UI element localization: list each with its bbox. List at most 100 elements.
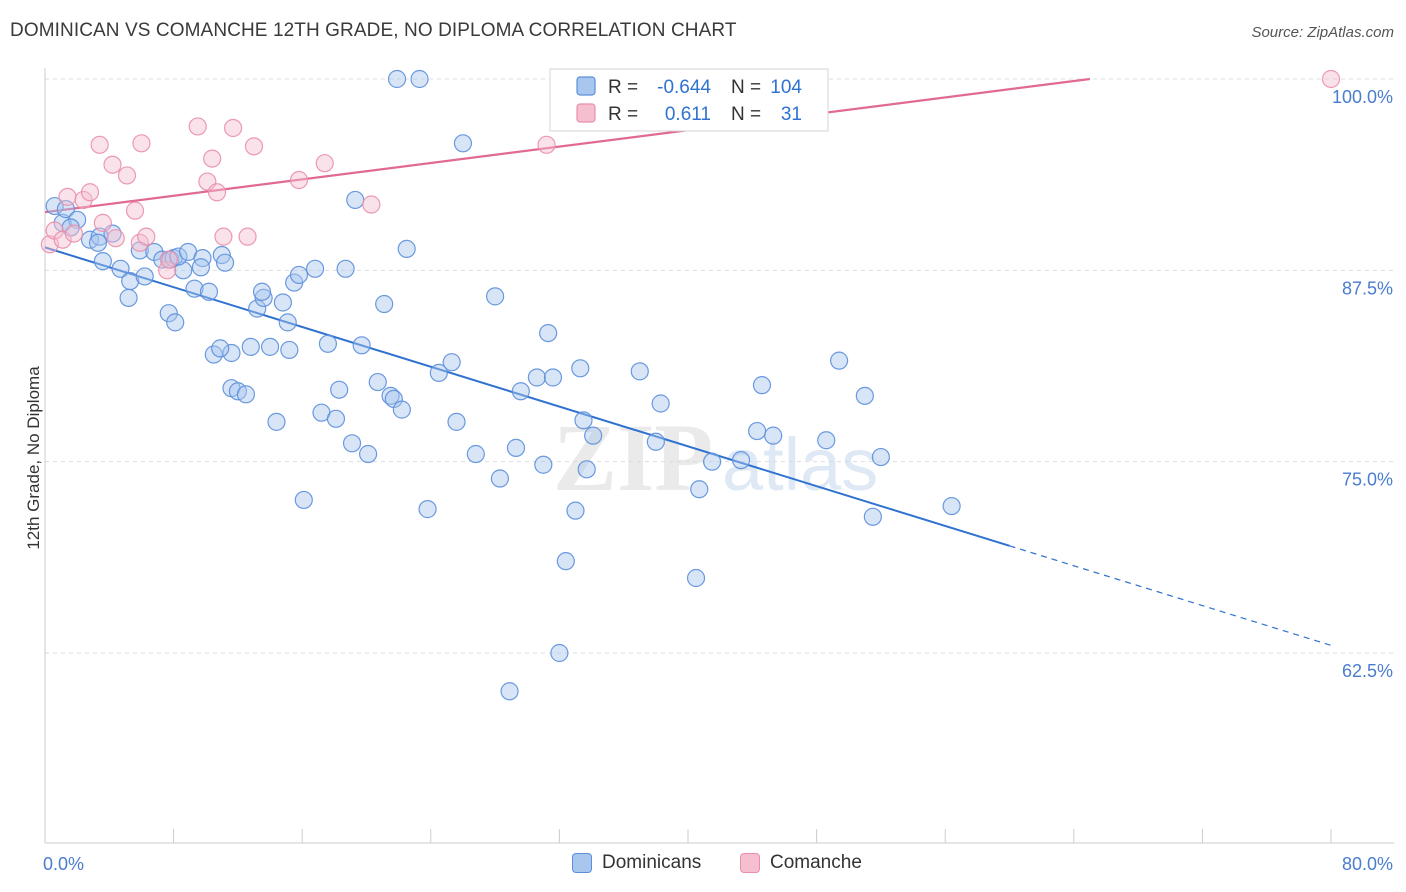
y-axis-label: 12th Grade, No Diploma (24, 366, 43, 550)
point-comanche-27 (362, 195, 381, 214)
point-comanche-28 (537, 135, 556, 154)
point-comanche-4 (64, 224, 84, 243)
point-dominicans-80 (556, 552, 575, 571)
point-dominicans-55 (352, 336, 371, 355)
point-dominicans-40 (260, 337, 280, 356)
point-dominicans-84 (577, 460, 596, 479)
point-dominicans-32 (211, 339, 230, 358)
point-dominicans-66 (429, 363, 448, 382)
point-dominicans-96 (817, 431, 836, 450)
point-dominicans-57 (368, 372, 387, 392)
point-dominicans-70 (466, 444, 485, 464)
legend-r-value-2: 0.611 (665, 104, 711, 125)
point-dominicans-39 (252, 282, 272, 301)
point-dominicans-20 (166, 313, 185, 332)
point-dominicans-68 (447, 412, 466, 431)
y-tick-labels: 62.5% 75.0% 87.5% 100.0% (1332, 87, 1393, 681)
point-dominicans-73 (506, 438, 526, 457)
point-comanche-10 (106, 229, 125, 248)
point-dominicans-59 (381, 386, 400, 405)
point-dominicans-12 (119, 288, 138, 307)
point-comanche-8 (90, 135, 109, 154)
legend-n-value-1: 104 (770, 77, 802, 98)
point-dominicans-26 (191, 258, 211, 277)
x-tick-labels: 0.0% 80.0% (43, 854, 1393, 874)
point-dominicans-71 (486, 287, 505, 306)
point-dominicans-30 (215, 253, 235, 272)
point-dominicans-76 (534, 455, 553, 474)
point-dominicans-63 (397, 239, 416, 259)
point-dominicans-65 (418, 500, 437, 519)
point-dominicans-43 (280, 340, 299, 360)
point-dominicans-95 (764, 426, 783, 445)
chart-title: DOMINICAN VS COMANCHE 12TH GRADE, NO DIP… (10, 20, 737, 41)
point-dominicans-64 (410, 69, 429, 89)
point-comanche-23 (238, 227, 257, 246)
point-dominicans-50 (326, 409, 346, 428)
point-comanche-25 (289, 170, 309, 190)
axes (44, 68, 1394, 844)
point-dominicans-45 (289, 265, 309, 285)
point-dominicans-94 (752, 376, 772, 395)
legend-item-comanche: Comanche (740, 852, 862, 874)
point-comanche-24 (244, 137, 264, 156)
point-dominicans-92 (731, 451, 751, 470)
point-comanche-20 (207, 183, 227, 202)
point-comanche-11 (117, 166, 137, 185)
point-dominicans-99 (863, 507, 882, 526)
legend-box: R = -0.644 N = 104 R = 0.611 N = 31 (549, 68, 829, 132)
bottom-legend: Dominicans Comanche (0, 852, 1406, 878)
point-dominicans-56 (359, 444, 378, 464)
source-label: Source: ZipAtlas.com (1251, 24, 1394, 41)
point-dominicans-58 (375, 294, 394, 314)
point-comanche-16 (159, 250, 178, 269)
point-dominicans-36 (241, 337, 260, 356)
point-dominicans-100 (871, 447, 891, 467)
point-dominicans-75 (527, 368, 546, 387)
point-dominicans-67 (442, 353, 461, 372)
point-dominicans-82 (571, 359, 590, 378)
point-dominicans-10 (111, 259, 130, 278)
watermark-zip: ZIP (553, 404, 713, 511)
point-comanche-22 (223, 118, 243, 138)
legend-r-label-2: R = (608, 104, 638, 125)
point-comanche-6 (80, 183, 100, 202)
point-dominicans-87 (646, 432, 665, 451)
point-comanche-14 (137, 227, 156, 246)
point-dominicans-9 (93, 252, 112, 271)
point-dominicans-102 (500, 682, 519, 701)
point-comanche-12 (125, 201, 145, 220)
point-dominicans-17 (159, 304, 178, 323)
point-dominicans-24 (185, 279, 204, 298)
point-dominicans-52 (336, 259, 355, 278)
point-dominicans-81 (566, 501, 585, 520)
y-tick-label-2: 87.5% (1342, 278, 1393, 298)
point-dominicans-86 (630, 362, 649, 381)
point-dominicans-90 (690, 480, 709, 499)
point-dominicans-51 (330, 380, 349, 399)
trend-lines (44, 77, 1332, 646)
point-comanche-17 (188, 117, 207, 136)
point-comanche-29 (1321, 69, 1341, 89)
point-dominicans-89 (686, 568, 706, 588)
legend-r-value-1: -0.644 (657, 77, 711, 98)
legend-n-label-2: N = (731, 104, 761, 125)
point-comanche-21 (214, 227, 233, 246)
trend-line-dominicans-extension (1009, 545, 1332, 646)
point-dominicans-53 (342, 434, 362, 453)
point-dominicans-77 (539, 323, 558, 343)
point-dominicans-79 (550, 643, 569, 663)
point-dominicans-42 (278, 313, 297, 332)
point-dominicans-69 (453, 134, 473, 153)
y-tick-label-1: 75.0% (1342, 470, 1393, 490)
point-dominicans-25 (193, 248, 212, 268)
point-dominicans-78 (543, 368, 563, 387)
legend-swatch-comanche (576, 103, 596, 123)
point-comanche-3 (58, 187, 77, 206)
point-dominicans-0 (45, 196, 64, 216)
legend-r-label-1: R = (608, 77, 638, 98)
point-dominicans-41 (267, 412, 286, 431)
point-dominicans-98 (855, 386, 874, 405)
point-dominicans-27 (199, 282, 219, 301)
